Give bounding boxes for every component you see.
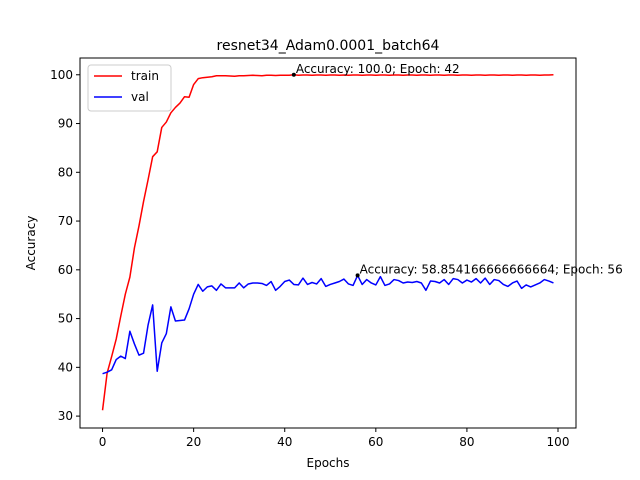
series-layer bbox=[101, 74, 554, 411]
x-tick-label: 0 bbox=[99, 435, 107, 449]
annotation-label-1: Accuracy: 58.854166666666664; Epoch: 56 bbox=[360, 262, 623, 276]
chart-title: resnet34_Adam0.0001_batch64 bbox=[217, 38, 440, 54]
series-line-train bbox=[101, 74, 554, 411]
plot-frame bbox=[79, 57, 577, 429]
x-tick-label: 60 bbox=[368, 435, 383, 449]
y-tick-label: 100 bbox=[50, 68, 73, 82]
annotation-marker-1 bbox=[355, 273, 360, 278]
x-axis-ticks: 0 20 40 60 80 100 bbox=[99, 428, 570, 449]
y-tick-label: 50 bbox=[58, 312, 73, 326]
y-tick-label: 60 bbox=[58, 263, 73, 277]
y-tick-label: 30 bbox=[58, 409, 73, 423]
x-tick-label: 80 bbox=[459, 435, 474, 449]
x-tick-label: 40 bbox=[277, 435, 292, 449]
annotation-layer: Accuracy: 100.0; Epoch: 42 Accuracy: 58.8… bbox=[291, 62, 623, 278]
annotation-marker-0 bbox=[291, 72, 296, 77]
y-tick-label: 90 bbox=[58, 117, 73, 131]
legend-label-val: val bbox=[131, 90, 149, 104]
legend: train val bbox=[87, 64, 172, 112]
y-tick-label: 70 bbox=[58, 214, 73, 228]
legend-label-train: train bbox=[131, 69, 159, 83]
annotation-label-0: Accuracy: 100.0; Epoch: 42 bbox=[296, 62, 460, 76]
y-tick-label: 80 bbox=[58, 165, 73, 179]
y-axis-label: Accuracy bbox=[24, 216, 38, 271]
x-tick-label: 20 bbox=[186, 435, 201, 449]
y-axis-ticks: 30 40 50 60 70 80 90 100 bbox=[50, 68, 80, 423]
y-tick-label: 40 bbox=[58, 360, 73, 374]
x-tick-label: 100 bbox=[547, 435, 570, 449]
series-line-val bbox=[102, 274, 554, 375]
x-axis-label: Epochs bbox=[307, 456, 350, 470]
